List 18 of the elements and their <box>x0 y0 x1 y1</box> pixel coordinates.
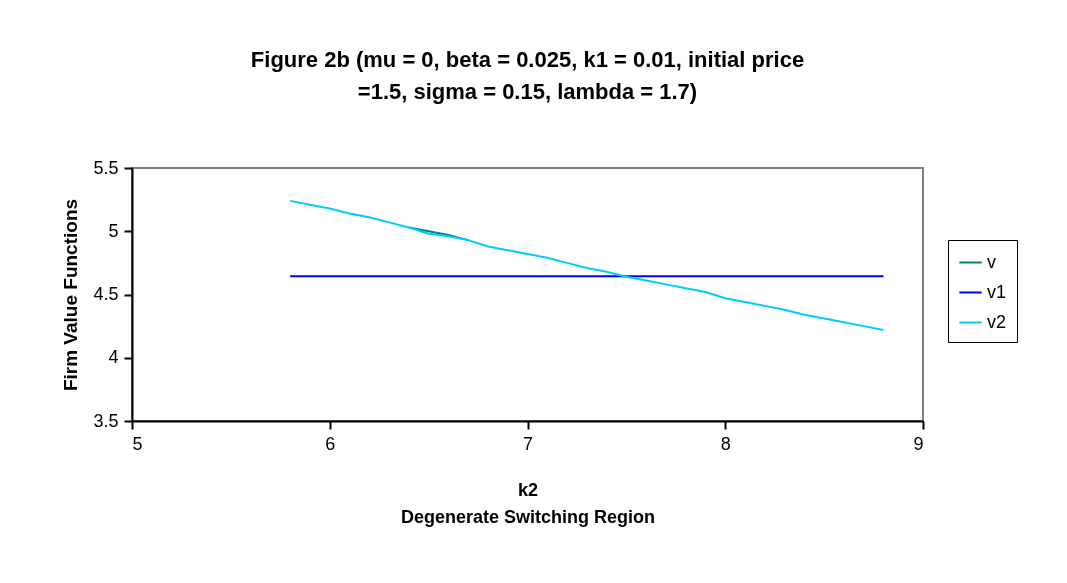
legend-label: v2 <box>987 311 1007 332</box>
y-tick-label: 5.5 <box>93 157 119 178</box>
x-tick-label: 9 <box>913 433 924 454</box>
y-axis-title: Firm Value Functions <box>60 198 82 392</box>
y-tick-label: 5 <box>108 220 119 241</box>
x-tick-label: 5 <box>132 433 143 454</box>
legend-label: v1 <box>987 281 1007 302</box>
y-tick-label: 4 <box>108 347 119 368</box>
x-axis-title: k2 Degenerate Switching Region <box>400 479 656 527</box>
y-tick-label: 3.5 <box>93 410 119 431</box>
legend-label: v <box>987 251 996 272</box>
y-tick-label: 4.5 <box>93 284 119 304</box>
text: =1.5, sigma = 0.15, lambda = 1.7) <box>357 79 698 104</box>
x-tick-label: 6 <box>325 433 336 454</box>
text: Figure 2b (mu = 0, beta = 0.025, k1 = 0.01, initial price <box>250 47 805 72</box>
x-tick-label: 8 <box>720 433 731 454</box>
x-tick-label: 7 <box>522 433 534 454</box>
line-series <box>289 199 885 331</box>
